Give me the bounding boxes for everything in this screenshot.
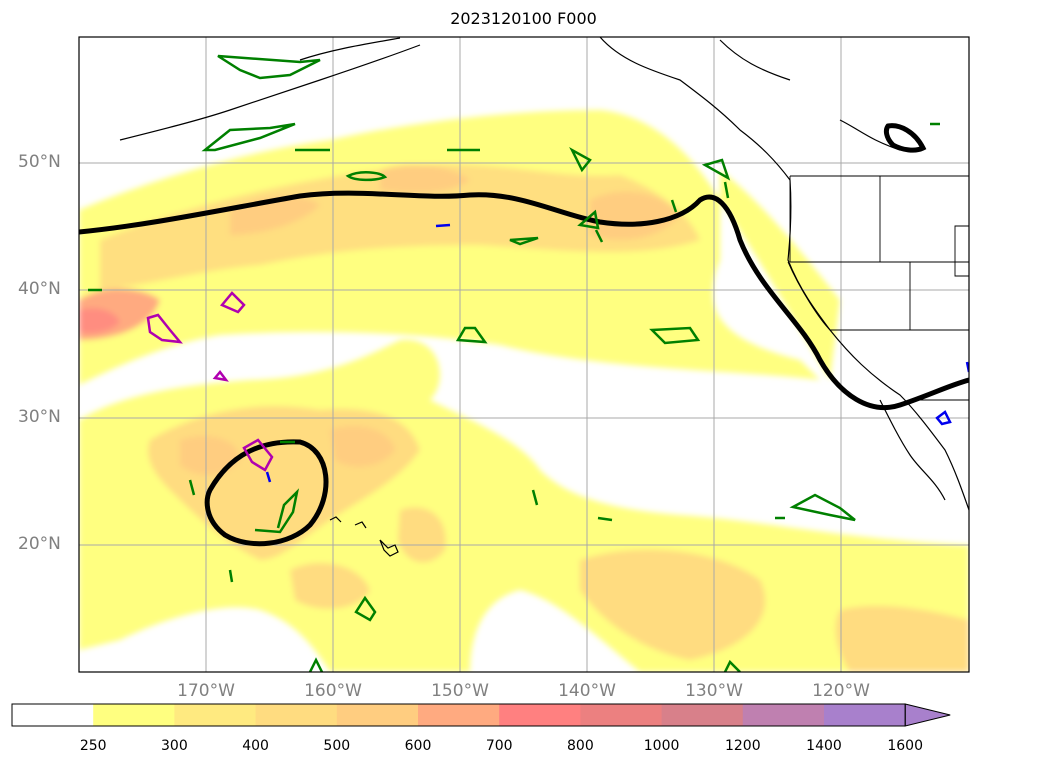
colorbar-segment [418,704,500,726]
colorbar-segment [336,704,419,726]
ivt-core-south4 [835,605,969,672]
black-contours [79,123,969,547]
ivt-core-south6 [398,507,446,563]
ivt-core-east [590,191,680,240]
green-contours [88,54,940,672]
magenta-contours [146,291,274,472]
colorbar-tick-label: 1600 [887,738,924,754]
colorbar-segment [824,704,906,726]
colorbar-extend-arrow [904,703,951,727]
lat-label-50n: 50°N [18,152,61,172]
colorbar-segment [255,704,338,726]
colorbar-segment [742,704,825,726]
lon-label-120w: 120°W [812,681,870,701]
ivt-core-mid [380,164,470,193]
ivt-core-south5 [290,562,370,609]
coastlines [119,37,969,557]
lon-label-130w: 130°W [685,681,743,701]
map-title: 2023120100 F000 [450,9,597,28]
political-borders [787,175,969,401]
colorbar-tick-label: 600 [404,738,432,754]
lat-label-30n: 30°N [18,407,61,427]
ivt-band-north-inner [100,164,700,290]
colorbar-tick-label: 700 [485,738,513,754]
ivt-core-south1 [330,426,395,467]
colorbar-tick-label: 1200 [724,738,761,754]
lon-label-170w: 170°W [177,681,235,701]
colorbar-tick-label: 300 [161,738,188,754]
lon-label-160w: 160°W [304,681,362,701]
colorbar-segment [580,704,663,726]
lon-label-140w: 140°W [558,681,616,701]
ivt-band-sw [79,560,123,632]
ivt-core-south3 [580,549,766,660]
colorbar-tick-label: 1000 [643,738,680,754]
ivt-core-west2 [79,308,120,334]
colorbar-segment [174,704,257,726]
colorbar-frame [11,703,906,727]
colorbar-tick-label: 250 [79,738,107,754]
plot-area [79,37,969,672]
lat-label-40n: 40°N [18,279,61,299]
colorbar-tick-label: 500 [323,738,351,754]
colorbar-segment [12,704,94,726]
colorbar-segment [93,704,175,726]
plot-frame [78,36,970,673]
colorbar-segment [661,704,744,726]
ivt-core-south2 [180,436,240,475]
ivt-fill-layer [79,110,969,672]
colorbar-segment [499,704,581,726]
colorbar-tick-label: 800 [567,738,594,754]
lon-label-150w: 150°W [431,681,489,701]
lat-label-20n: 20°N [18,534,61,554]
graticule [79,37,969,672]
colorbar-tick-label: 400 [242,738,269,754]
colorbar-tick-label: 1400 [806,738,842,754]
blue-contours [265,223,969,483]
